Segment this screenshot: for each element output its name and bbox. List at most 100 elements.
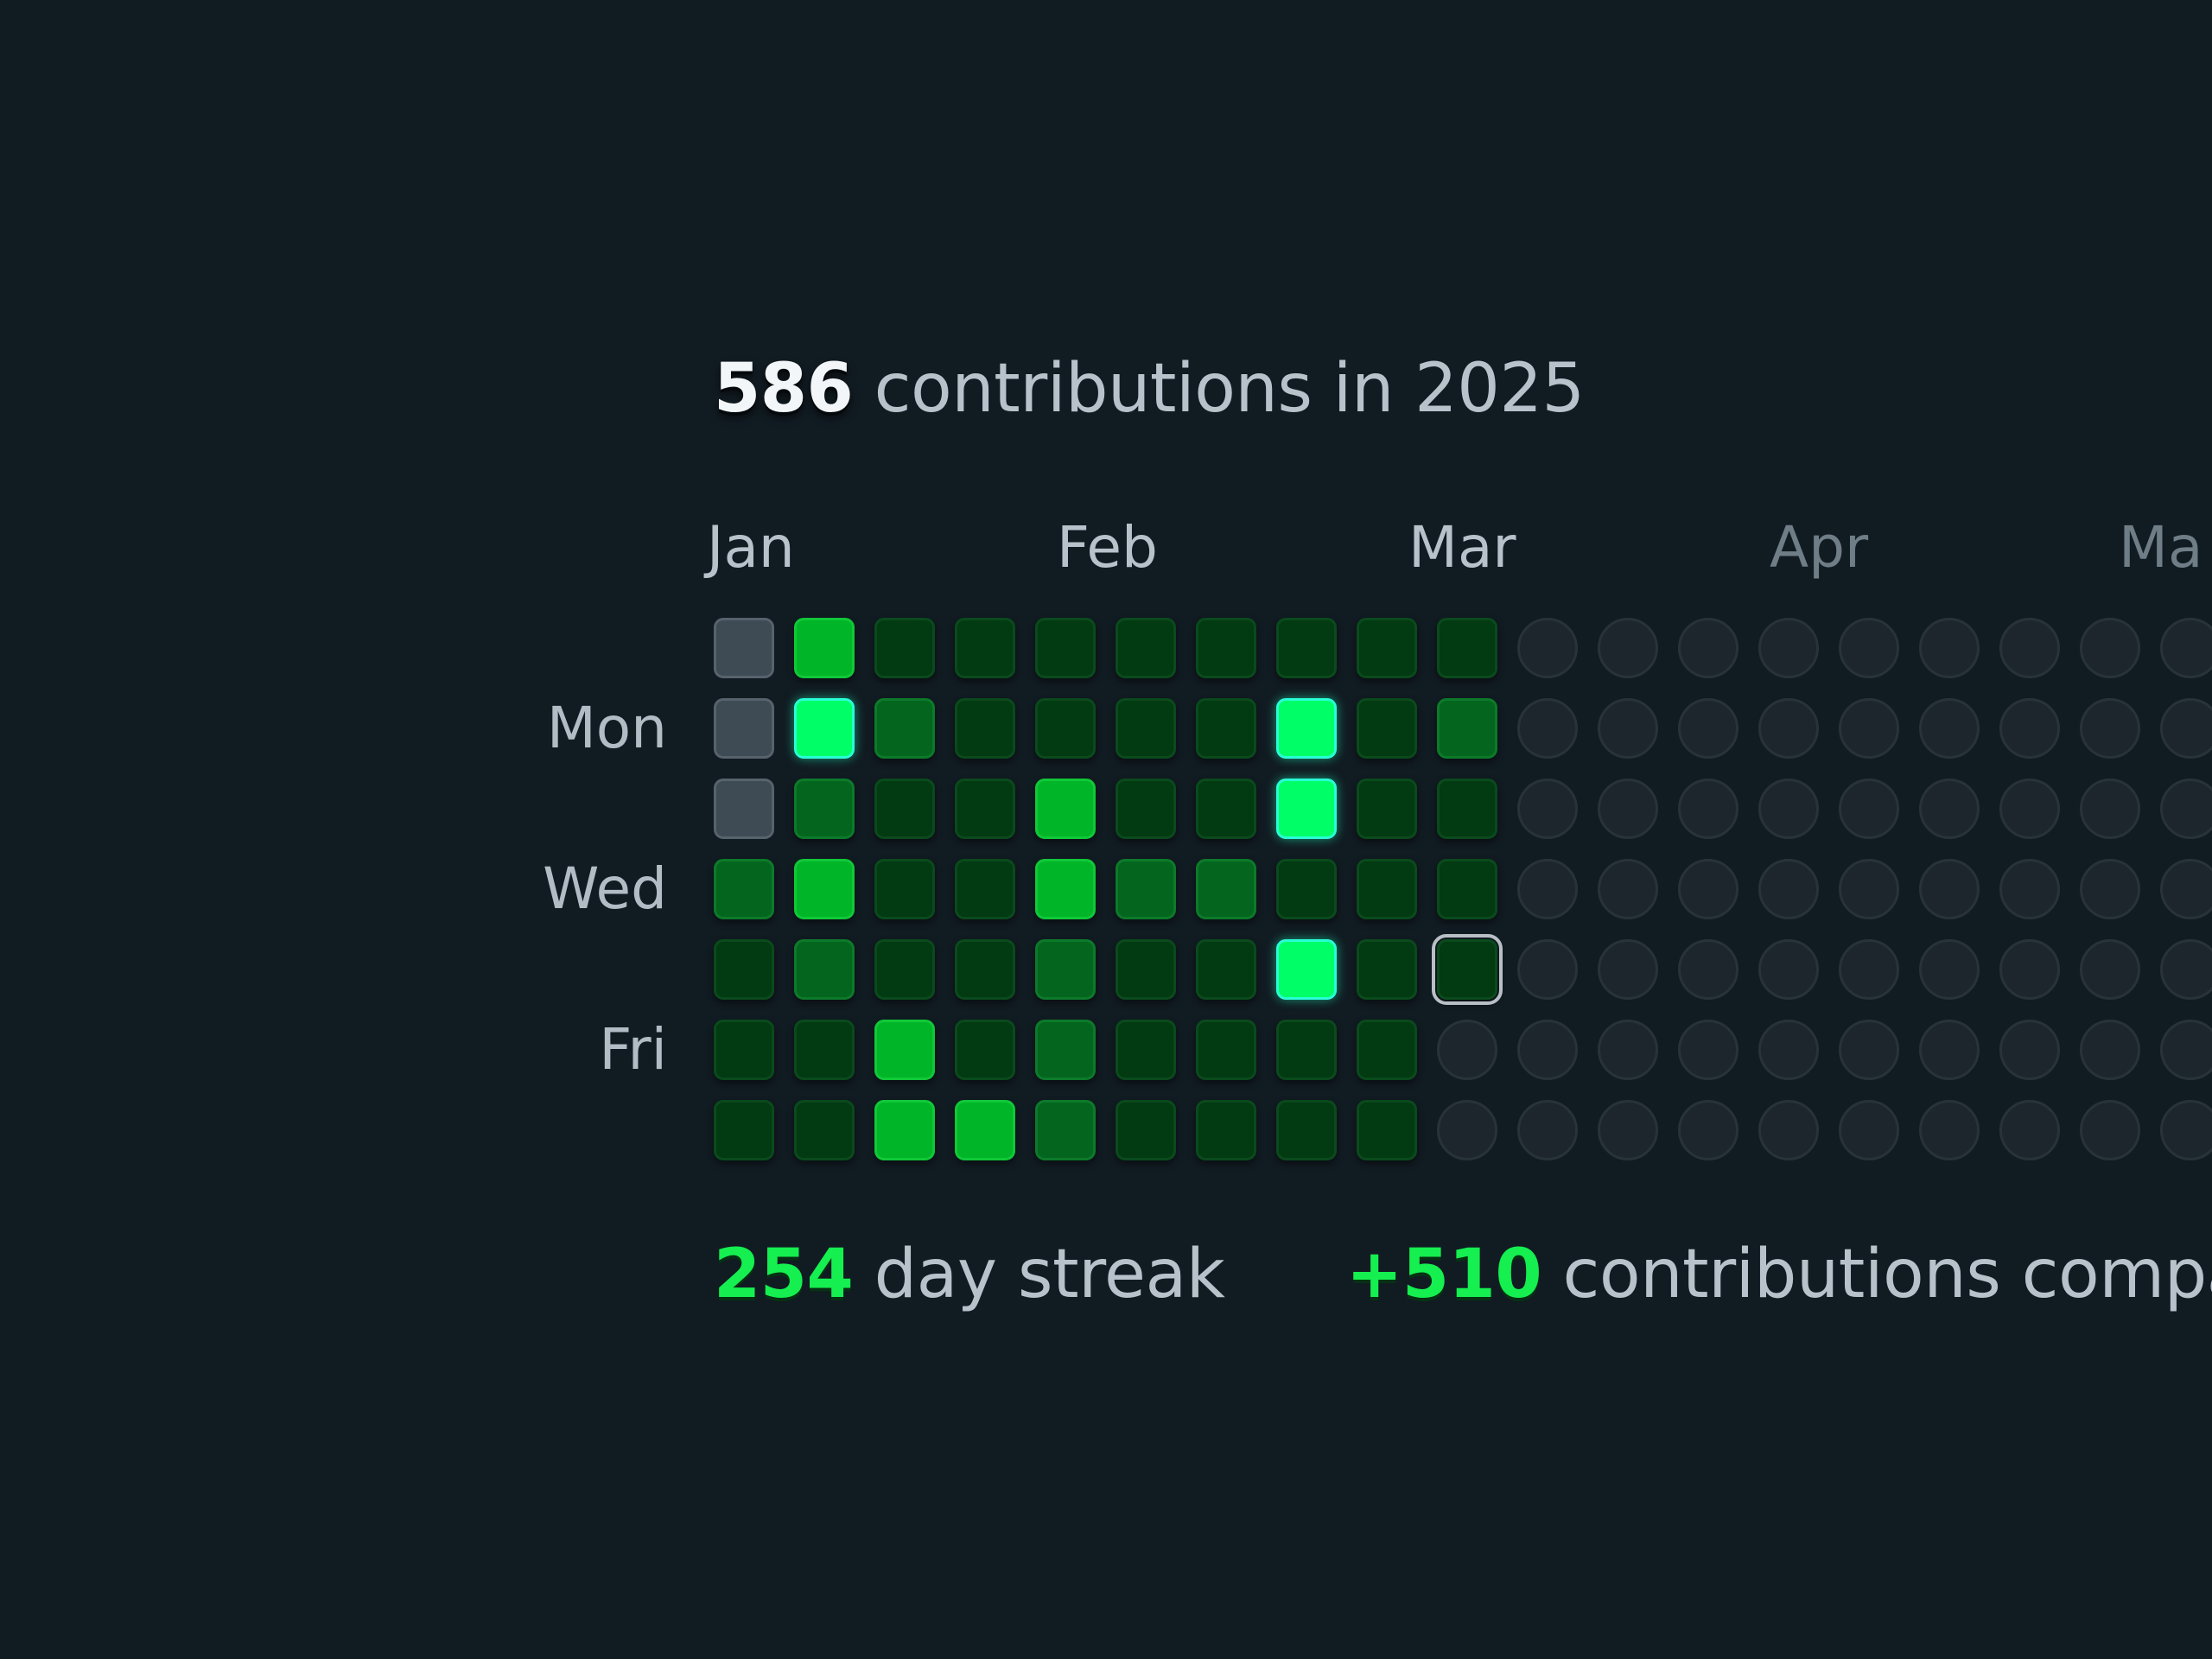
day-cell[interactable] xyxy=(714,618,774,678)
day-cell[interactable] xyxy=(1678,1020,1738,1080)
day-cell[interactable] xyxy=(1758,618,1819,678)
day-cell[interactable] xyxy=(1839,698,1899,759)
day-cell[interactable] xyxy=(1437,698,1497,759)
day-cell[interactable] xyxy=(714,1020,774,1080)
day-cell[interactable] xyxy=(1839,939,1899,1000)
day-cell[interactable] xyxy=(1116,939,1176,1000)
day-cell[interactable] xyxy=(714,1100,774,1160)
day-cell[interactable] xyxy=(1116,618,1176,678)
day-cell[interactable] xyxy=(1116,698,1176,759)
day-cell[interactable] xyxy=(874,1100,935,1160)
day-cell[interactable] xyxy=(1357,698,1417,759)
day-cell[interactable] xyxy=(2160,1020,2212,1080)
day-cell[interactable] xyxy=(1116,1100,1176,1160)
day-cell[interactable] xyxy=(2160,618,2212,678)
day-cell[interactable] xyxy=(1839,859,1899,919)
day-cell[interactable] xyxy=(874,1020,935,1080)
day-cell[interactable] xyxy=(2160,939,2212,1000)
day-cell[interactable] xyxy=(1758,1100,1819,1160)
day-cell[interactable] xyxy=(1035,779,1096,839)
day-cell[interactable] xyxy=(1517,859,1578,919)
day-cell[interactable] xyxy=(1196,618,1256,678)
day-cell[interactable] xyxy=(794,1020,855,1080)
day-cell[interactable] xyxy=(1276,698,1337,759)
day-cell[interactable] xyxy=(1517,1020,1578,1080)
day-cell[interactable] xyxy=(1517,939,1578,1000)
day-cell[interactable] xyxy=(794,1100,855,1160)
day-cell[interactable] xyxy=(1517,698,1578,759)
day-cell[interactable] xyxy=(794,618,855,678)
day-cell[interactable] xyxy=(1758,859,1819,919)
day-cell[interactable] xyxy=(1919,939,1980,1000)
day-cell[interactable] xyxy=(2080,1100,2140,1160)
day-cell[interactable] xyxy=(2160,698,2212,759)
day-cell[interactable] xyxy=(874,779,935,839)
day-cell[interactable] xyxy=(1678,859,1738,919)
day-cell[interactable] xyxy=(1999,779,2060,839)
day-cell[interactable] xyxy=(794,939,855,1000)
day-cell[interactable] xyxy=(1598,779,1658,839)
day-cell[interactable] xyxy=(2160,859,2212,919)
day-cell[interactable] xyxy=(1919,1020,1980,1080)
day-cell[interactable] xyxy=(1598,859,1658,919)
day-cell[interactable] xyxy=(1517,779,1578,839)
day-cell[interactable] xyxy=(1437,618,1497,678)
day-cell[interactable] xyxy=(1999,618,2060,678)
day-cell[interactable] xyxy=(874,618,935,678)
day-cell[interactable] xyxy=(1357,618,1417,678)
day-cell[interactable] xyxy=(714,779,774,839)
day-cell[interactable] xyxy=(714,939,774,1000)
day-cell[interactable] xyxy=(1999,859,2060,919)
day-cell[interactable] xyxy=(1999,939,2060,1000)
day-cell[interactable] xyxy=(1432,934,1503,1005)
day-cell[interactable] xyxy=(1598,698,1658,759)
day-cell[interactable] xyxy=(1598,1020,1658,1080)
day-cell[interactable] xyxy=(1678,698,1738,759)
day-cell[interactable] xyxy=(1678,939,1738,1000)
day-cell[interactable] xyxy=(1598,618,1658,678)
day-cell[interactable] xyxy=(2080,779,2140,839)
day-cell[interactable] xyxy=(1357,1020,1417,1080)
day-cell[interactable] xyxy=(1196,1020,1256,1080)
day-cell[interactable] xyxy=(1035,939,1096,1000)
day-cell[interactable] xyxy=(1678,618,1738,678)
day-cell[interactable] xyxy=(714,859,774,919)
day-cell[interactable] xyxy=(955,1020,1015,1080)
day-cell[interactable] xyxy=(1437,1100,1497,1160)
day-cell[interactable] xyxy=(1999,698,2060,759)
day-cell[interactable] xyxy=(1839,779,1899,839)
day-cell[interactable] xyxy=(2080,1020,2140,1080)
day-cell[interactable] xyxy=(2160,779,2212,839)
day-cell[interactable] xyxy=(955,859,1015,919)
day-cell[interactable] xyxy=(2080,618,2140,678)
day-cell[interactable] xyxy=(874,859,935,919)
day-cell[interactable] xyxy=(1357,779,1417,839)
day-cell[interactable] xyxy=(1758,779,1819,839)
day-cell[interactable] xyxy=(1758,939,1819,1000)
day-cell[interactable] xyxy=(1678,779,1738,839)
day-cell[interactable] xyxy=(2080,939,2140,1000)
day-cell[interactable] xyxy=(1276,859,1337,919)
day-cell[interactable] xyxy=(1035,618,1096,678)
day-cell[interactable] xyxy=(955,779,1015,839)
day-cell[interactable] xyxy=(1035,1020,1096,1080)
day-cell[interactable] xyxy=(1437,779,1497,839)
day-cell[interactable] xyxy=(1116,1020,1176,1080)
day-cell[interactable] xyxy=(1999,1020,2060,1080)
day-cell[interactable] xyxy=(794,698,855,759)
day-cell[interactable] xyxy=(1357,859,1417,919)
day-cell[interactable] xyxy=(1437,1020,1497,1080)
day-cell[interactable] xyxy=(1035,1100,1096,1160)
day-cell[interactable] xyxy=(1276,618,1337,678)
day-cell[interactable] xyxy=(1035,698,1096,759)
day-cell[interactable] xyxy=(2080,698,2140,759)
day-cell[interactable] xyxy=(955,618,1015,678)
day-cell[interactable] xyxy=(1598,939,1658,1000)
day-cell[interactable] xyxy=(1035,859,1096,919)
day-cell[interactable] xyxy=(794,859,855,919)
day-cell[interactable] xyxy=(955,698,1015,759)
day-cell[interactable] xyxy=(1196,939,1256,1000)
day-cell[interactable] xyxy=(1919,859,1980,919)
day-cell[interactable] xyxy=(1196,859,1256,919)
day-cell[interactable] xyxy=(955,1100,1015,1160)
